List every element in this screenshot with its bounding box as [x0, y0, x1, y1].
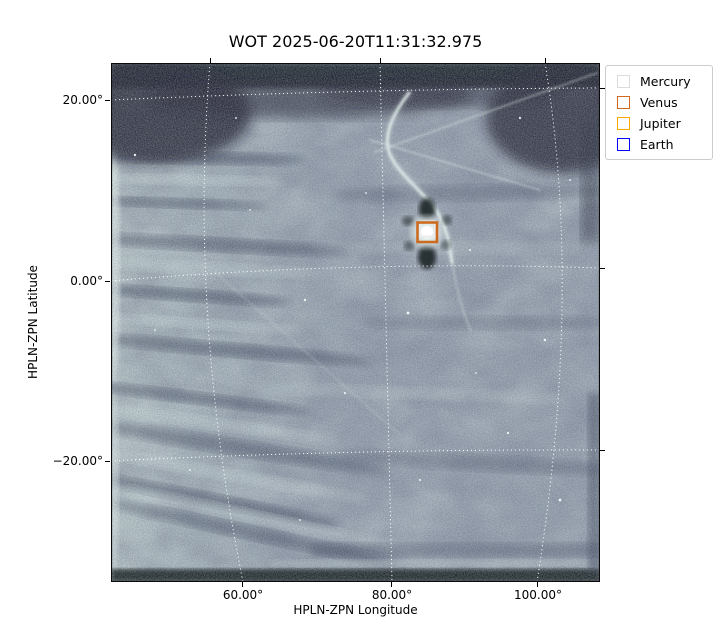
- x-tick-mark: [537, 582, 538, 587]
- legend-label: Venus: [640, 94, 678, 110]
- x-tick-mark-top: [380, 58, 381, 63]
- y-tick-mark: [105, 461, 110, 462]
- x-tick-mark: [242, 582, 243, 587]
- legend-item-venus: Venus: [606, 92, 712, 113]
- plot-title: WOT 2025-06-20T11:31:32.975: [228, 32, 483, 51]
- y-tick-mark-right: [600, 88, 605, 89]
- axes-spine: [111, 63, 600, 582]
- stars: [133, 116, 571, 521]
- wcs-graticule: [111, 63, 600, 582]
- jupiter-marker-swatch: [617, 117, 630, 130]
- marker-venus: [416, 221, 439, 244]
- x-tick-mark-top: [210, 58, 211, 63]
- legend: Mercury Venus Jupiter Earth: [605, 65, 713, 160]
- legend-item-jupiter: Jupiter: [606, 113, 712, 134]
- y-tick-label: 0.00°: [70, 274, 103, 288]
- legend-item-earth: Earth: [606, 134, 712, 155]
- x-tick-mark-top: [545, 58, 546, 63]
- legend-item-mercury: Mercury: [606, 71, 712, 92]
- earth-marker-swatch: [617, 138, 630, 151]
- y-tick-label: 20.00°: [62, 93, 103, 107]
- y-tick-mark-right: [600, 450, 605, 451]
- x-tick-label: 80.00°: [371, 588, 413, 602]
- x-tick-label: 60.00°: [222, 588, 264, 602]
- y-tick-mark: [105, 100, 110, 101]
- x-tick-mark: [391, 582, 392, 587]
- y-tick-label: −20.00°: [52, 454, 103, 468]
- legend-label: Jupiter: [640, 115, 681, 131]
- legend-label: Mercury: [640, 73, 691, 89]
- heliospheric-image: [111, 63, 600, 582]
- venus-marker-swatch: [617, 96, 630, 109]
- x-tick-label: 100.00°: [514, 588, 562, 602]
- x-axis-label: HPLN-ZPN Longitude: [293, 603, 418, 617]
- y-tick-mark: [105, 281, 110, 282]
- plot-area: [111, 63, 600, 582]
- legend-label: Earth: [640, 136, 674, 152]
- mercury-marker-swatch: [617, 75, 630, 88]
- y-tick-mark-right: [600, 268, 605, 269]
